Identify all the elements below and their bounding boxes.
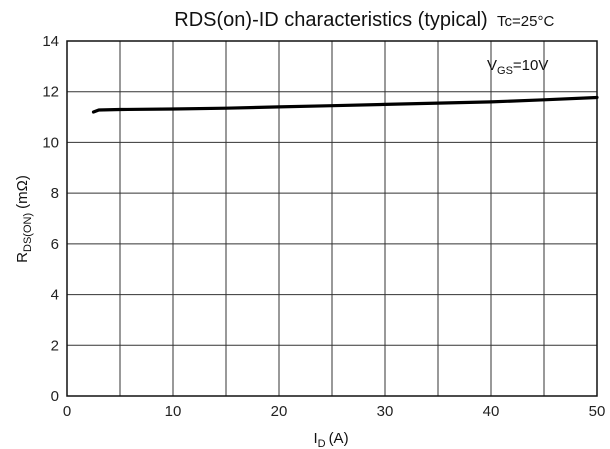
y-tick-label: 14 [42,33,59,50]
vgs-value: =10V [513,57,548,74]
x-tick-label: 0 [63,403,71,420]
tick-labels: 0 10 20 30 40 50 0 2 4 6 8 10 12 14 [42,33,605,420]
x-label-unit: (A) [329,430,349,447]
y-tick-label: 2 [51,337,59,354]
x-tick-label: 50 [589,403,606,420]
y-tick-label: 6 [51,236,59,253]
x-tick-label: 40 [483,403,500,420]
series-layer [91,95,599,114]
x-tick-label: 10 [165,403,182,420]
vgs-main: V [487,57,497,74]
series-line [91,95,599,114]
y-tick-label: 4 [51,287,59,304]
y-axis-label: RDS(ON) (mΩ) [14,175,34,263]
y-tick-label: 0 [51,388,59,405]
x-tick-label: 20 [271,403,288,420]
x-tick-label: 30 [377,403,394,420]
x-label-sub: D [318,438,326,449]
x-label-main: I [313,430,317,447]
chart-title: RDS(on)-ID characteristics (typical) [174,9,487,31]
x-axis-label: ID (A) [313,430,348,449]
plot-frame [66,40,598,397]
y-label-unit: (mΩ) [14,175,31,209]
grid [67,41,597,396]
y-label-sub: DS(ON) [22,213,34,252]
temperature-condition: Tc=25°C [497,13,554,30]
y-tick-label: 12 [42,84,59,101]
y-tick-label: 10 [42,134,59,151]
y-label-main: R [14,252,31,263]
vgs-sub: GS [497,65,513,77]
vgs-condition: VGS=10V [487,57,548,77]
y-tick-label: 8 [51,185,59,202]
